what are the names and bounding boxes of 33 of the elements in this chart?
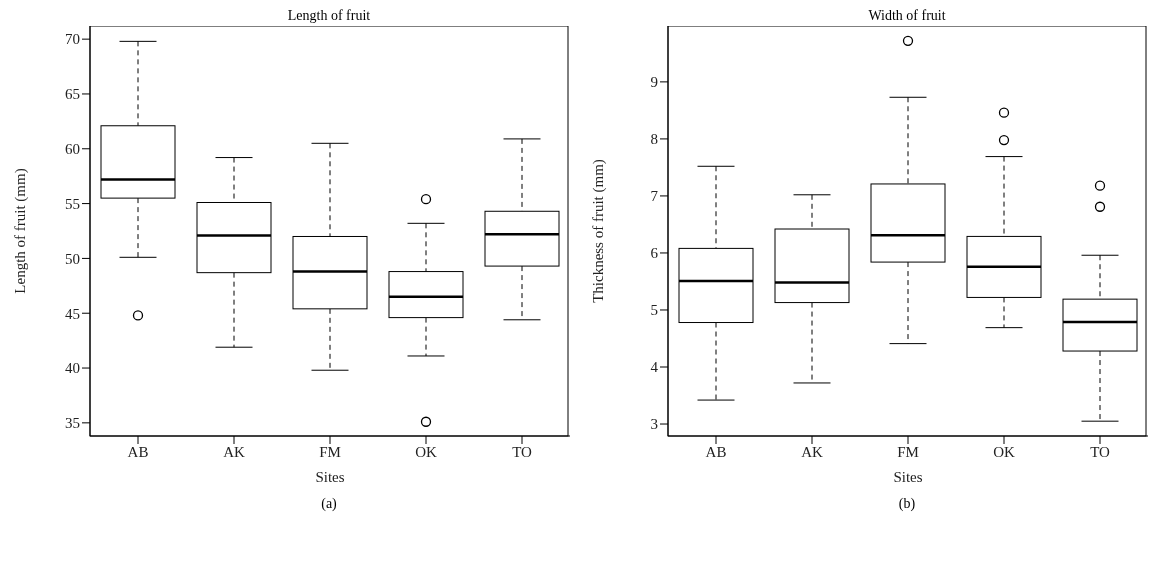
y-tick-label: 35	[65, 415, 80, 432]
x-tick-label: FM	[319, 443, 341, 460]
x-tick-label: TO	[1090, 443, 1111, 460]
x-tick-label: TO	[512, 443, 533, 460]
x-axis-title: Sites	[315, 469, 345, 485]
x-tick-label: AB	[127, 443, 149, 460]
y-tick-label: 50	[65, 250, 80, 267]
text: (b)	[897, 496, 917, 512]
y-tick-label: 7	[650, 188, 659, 205]
y-tick-label: 5	[650, 302, 658, 319]
y-tick-label: 40	[65, 360, 80, 377]
chart-title: Length of fruit	[286, 8, 372, 25]
y-tick-label: 45	[65, 305, 80, 322]
y-tick-label: 8	[650, 131, 658, 148]
x-tick-label: OK	[993, 443, 1015, 460]
chart-title: Width of fruit	[867, 8, 947, 25]
x-tick-label: AK	[801, 443, 823, 460]
x-tick-label: AB	[705, 443, 727, 460]
y-tick-label: 4	[650, 359, 659, 376]
x-tick-label: AK	[223, 443, 245, 460]
y-axis-title: Length of fruit (mm)	[12, 168, 30, 294]
x-tick-label: FM	[897, 443, 919, 460]
y-tick-label: 65	[65, 86, 80, 103]
y-tick-label: 60	[65, 141, 80, 158]
y-tick-label: 9	[650, 74, 658, 91]
y-axis-title: Thickness of fruit (mm)	[590, 159, 608, 303]
x-tick-label: OK	[415, 443, 437, 460]
x-axis-title: Sites	[893, 469, 923, 485]
y-tick-label: 55	[65, 195, 80, 212]
y-tick-label: 3	[650, 416, 658, 433]
y-tick-label: 70	[65, 31, 80, 48]
text: (a)	[320, 496, 338, 512]
y-tick-label: 6	[650, 245, 659, 262]
